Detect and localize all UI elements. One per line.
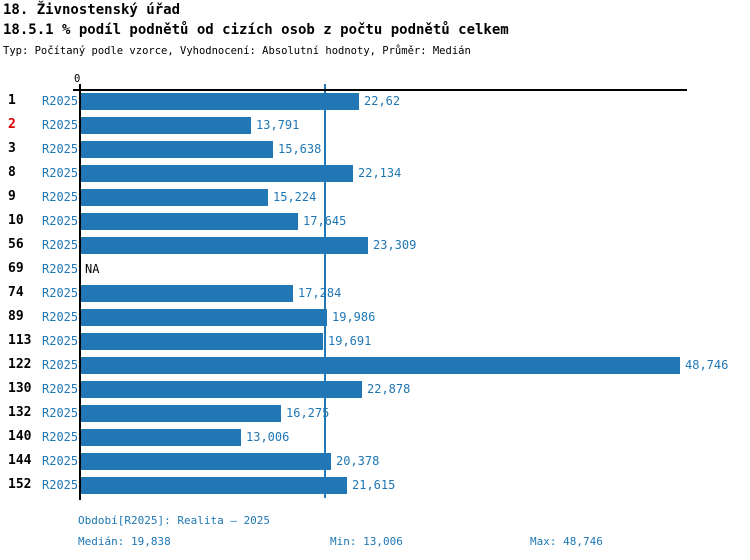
series-label: R2025	[42, 190, 79, 204]
series-label: R2025	[42, 142, 79, 156]
chart-row: 56 R2025 23,309	[0, 233, 750, 257]
chart-meta-line: Typ: Počítaný podle vzorce, Vyhodnocení:…	[3, 45, 471, 57]
min-stat: Min: 13,006	[330, 535, 403, 548]
na-label: NA	[85, 262, 100, 276]
series-label: R2025	[42, 406, 79, 420]
median-line	[324, 84, 326, 498]
chart-row: 10 R2025 17,645	[0, 209, 750, 233]
bar	[81, 189, 268, 206]
chart-row: 69 R2025 NA	[0, 257, 750, 281]
chart-row: 152 R2025 21,615	[0, 473, 750, 497]
chart-row: 132 R2025 16,275	[0, 401, 750, 425]
x-axis-zero-tick-label: 0	[74, 73, 81, 85]
chart-row: 8 R2025 22,134	[0, 161, 750, 185]
x-axis-line	[73, 89, 687, 91]
category-label: 130	[8, 381, 32, 396]
chart-row: 130 R2025 22,878	[0, 377, 750, 401]
series-label: R2025	[42, 310, 79, 324]
series-label: R2025	[42, 94, 79, 108]
chart-row: 1 R2025 22,62	[0, 89, 750, 113]
chart-row: 113 R2025 19,691	[0, 329, 750, 353]
category-label: 69	[8, 261, 24, 276]
chart-row: 140 R2025 13,006	[0, 425, 750, 449]
series-label: R2025	[42, 214, 79, 228]
series-label: R2025	[42, 118, 79, 132]
category-label: 152	[8, 477, 32, 492]
value-label: 19,986	[332, 310, 376, 324]
series-label: R2025	[42, 430, 79, 444]
category-label: 2	[8, 117, 16, 132]
category-label: 1	[8, 93, 16, 108]
category-label: 89	[8, 309, 24, 324]
series-label: R2025	[42, 454, 79, 468]
category-label: 56	[8, 237, 24, 252]
value-label: 22,134	[358, 166, 402, 180]
category-label: 10	[8, 213, 24, 228]
bar	[81, 333, 323, 350]
chart-row: 2 R2025 13,791	[0, 113, 750, 137]
bar	[81, 405, 281, 422]
series-label: R2025	[42, 478, 79, 492]
value-label: 15,224	[273, 190, 317, 204]
category-label: 9	[8, 189, 16, 204]
bar	[81, 117, 251, 134]
value-label: 20,378	[336, 454, 380, 468]
chart-row: 89 R2025 19,986	[0, 305, 750, 329]
chart-row: 74 R2025 17,284	[0, 281, 750, 305]
value-label: 22,878	[367, 382, 411, 396]
page-subtitle: 18.5.1 % podíl podnětů od cizích osob z …	[3, 22, 509, 38]
value-label: 17,645	[303, 214, 347, 228]
category-label: 140	[8, 429, 32, 444]
value-label: 23,309	[373, 238, 417, 252]
chart-row: 144 R2025 20,378	[0, 449, 750, 473]
value-label: 16,275	[286, 406, 330, 420]
series-label: R2025	[42, 382, 79, 396]
page-title: 18. Živnostenský úřad	[3, 2, 181, 18]
bar	[81, 285, 293, 302]
value-label: 21,615	[352, 478, 396, 492]
median-stat: Medián: 19,838	[78, 535, 171, 548]
value-label: 13,791	[256, 118, 300, 132]
bar	[81, 309, 327, 326]
category-label: 3	[8, 141, 16, 156]
bar	[81, 357, 680, 374]
bar	[81, 213, 298, 230]
category-label: 144	[8, 453, 32, 468]
period-label: Období[R2025]: Realita – 2025	[78, 514, 271, 527]
category-label: 8	[8, 165, 16, 180]
bar	[81, 429, 241, 446]
category-label: 74	[8, 285, 24, 300]
series-label: R2025	[42, 334, 79, 348]
series-label: R2025	[42, 286, 79, 300]
bar	[81, 141, 273, 158]
value-label: 15,638	[278, 142, 322, 156]
value-label: 22,62	[364, 94, 401, 108]
y-axis-line	[79, 84, 81, 500]
value-label: 19,691	[328, 334, 372, 348]
category-label: 132	[8, 405, 32, 420]
series-label: R2025	[42, 358, 79, 372]
bar	[81, 165, 353, 182]
value-label: 13,006	[246, 430, 290, 444]
bar	[81, 477, 347, 494]
category-label: 122	[8, 357, 32, 372]
bar	[81, 453, 331, 470]
chart-row: 9 R2025 15,224	[0, 185, 750, 209]
category-label: 113	[8, 333, 32, 348]
series-label: R2025	[42, 166, 79, 180]
bar	[81, 237, 368, 254]
bar	[81, 93, 359, 110]
chart-row: 122 R2025 48,746	[0, 353, 750, 377]
bar	[81, 381, 362, 398]
series-label: R2025	[42, 262, 79, 276]
max-stat: Max: 48,746	[530, 535, 603, 548]
chart-row: 3 R2025 15,638	[0, 137, 750, 161]
series-label: R2025	[42, 238, 79, 252]
value-label: 48,746	[685, 358, 729, 372]
value-label: 17,284	[298, 286, 342, 300]
